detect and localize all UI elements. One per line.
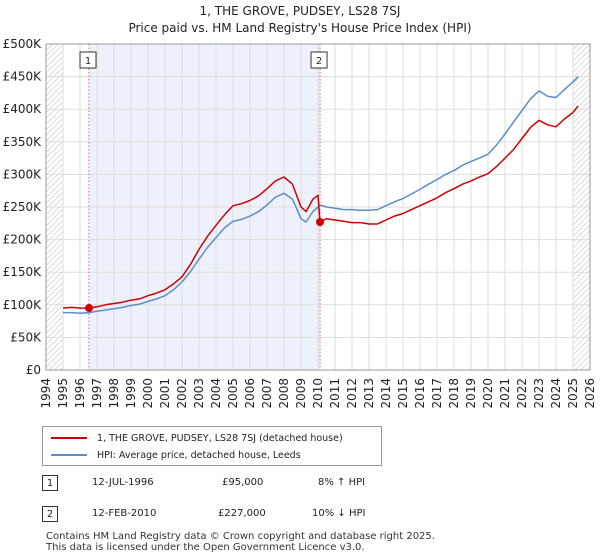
x-tick-label: 2021 [498,378,512,409]
x-tick-label: 2025 [566,378,580,409]
plot-border [45,43,591,371]
x-tick-label: 2000 [141,378,155,409]
transaction-badge: 2 [42,506,58,522]
x-tick-label: 1998 [107,378,121,409]
sale-point [85,304,94,313]
y-tick-label: £200K [3,233,43,247]
x-tick-label: 2019 [464,378,478,409]
sale-label: 1 [85,56,91,67]
x-tick-label: 2012 [345,378,359,409]
x-tick-label: 2008 [277,378,291,409]
transaction-date: 12-FEB-2010 [92,508,157,519]
x-tick-label: 2009 [294,378,308,409]
transaction-row: 1 12-JUL-1996 £95,000 8% ↑ HPI [0,474,600,494]
legend-swatch-hpi [51,454,87,456]
transaction-date: 12-JUL-1996 [92,477,154,488]
footer-copyright: Contains HM Land Registry data © Crown c… [46,531,435,542]
y-tick-label: £100K [3,298,43,312]
x-tick-label: 2014 [379,378,393,409]
chart-title: 1, THE GROVE, PUDSEY, LS28 7SJ [199,4,401,18]
legend-swatch-property [51,437,87,439]
x-tick-label: 2003 [192,378,206,409]
x-tick-label: 1997 [90,378,104,409]
x-tick-label: 2005 [226,378,240,409]
x-tick-label: 2024 [549,378,563,409]
y-tick-label: £350K [3,135,43,149]
x-tick-label: 2023 [532,378,546,409]
sale-point [316,217,325,226]
x-tick-label: 1994 [39,378,53,409]
x-tick-label: 1999 [124,378,138,409]
x-tick-label: 2013 [362,378,376,409]
chart-subtitle: Price paid vs. HM Land Registry's House … [128,21,472,35]
sale-label-box [79,51,97,69]
x-tick-label: 2001 [158,378,172,409]
legend-item-property: 1, THE GROVE, PUDSEY, LS28 7SJ (detached… [43,430,343,446]
y-tick-label: £150K [3,265,43,279]
x-tick-label: 1996 [73,378,87,409]
x-tick-label: 2006 [243,378,257,409]
x-tick-label: 2017 [430,378,444,409]
sale-label: 2 [316,56,322,67]
y-tick-label: £400K [3,102,43,116]
x-tick-label: 2020 [481,378,495,409]
transaction-price: £227,000 [218,508,266,519]
y-tick-label: £250K [3,200,43,214]
y-tick-label: £450K [3,70,43,84]
y-tick-label: £0 [26,363,41,377]
transaction-hpi: 8% ↑ HPI [318,477,366,488]
transaction-row: 2 12-FEB-2010 £227,000 10% ↓ HPI [0,505,600,525]
x-tick-label: 2022 [515,378,529,409]
x-tick-label: 2007 [260,378,274,409]
legend-label-property: 1, THE GROVE, PUDSEY, LS28 7SJ (detached… [97,432,343,444]
transaction-price: £95,000 [222,477,264,488]
x-tick-label: 2026 [583,378,597,409]
x-tick-label: 2004 [209,378,223,409]
y-tick-label: £300K [3,167,43,181]
chart-legend: 1, THE GROVE, PUDSEY, LS28 7SJ (detached… [42,426,382,466]
x-tick-label: 2018 [447,378,461,409]
legend-item-hpi: HPI: Average price, detached house, Leed… [43,447,301,463]
sale-label-box [310,51,328,69]
x-tick-label: 2010 [311,378,325,409]
y-tick-label: £50K [10,330,42,344]
x-tick-label: 2016 [413,378,427,409]
x-tick-label: 1995 [56,378,70,409]
y-tick-label: £500K [3,37,43,51]
price-chart: £0 £50K £100K £150K £200K £250K £300K £350K £400… [3,37,597,409]
series-line-property [62,105,579,309]
x-tick-label: 2011 [328,378,342,409]
transaction-hpi: 10% ↓ HPI [312,508,366,519]
x-tick-label: 2015 [396,378,410,409]
legend-label-hpi: HPI: Average price, detached house, Leed… [97,449,301,461]
footer-licence: This data is licensed under the Open Gov… [46,542,365,553]
transaction-badge: 1 [42,475,58,491]
x-tick-label: 2002 [175,378,189,409]
